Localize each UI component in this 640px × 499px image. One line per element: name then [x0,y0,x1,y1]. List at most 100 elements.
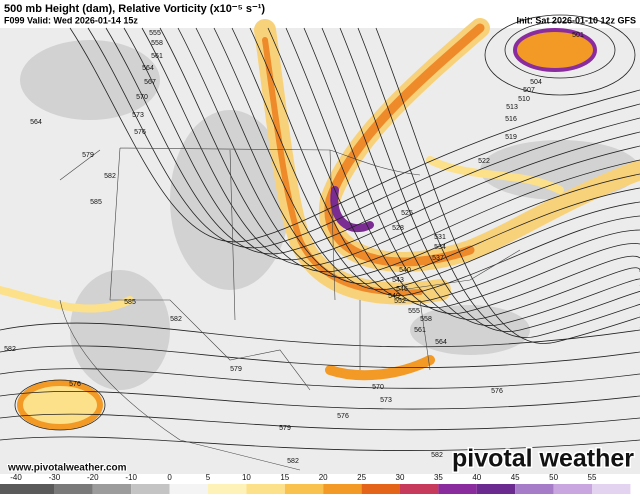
contour-label: 519 [505,134,517,141]
contour-label: 570 [136,94,148,101]
contour-label: 570 [372,384,384,391]
colorbar-segment [92,484,132,494]
colorbar-segment [515,484,554,494]
contour-label: 507 [523,87,535,94]
contour-label: 576 [337,413,349,420]
vorticity-positive [0,18,640,430]
contour-label: 531 [434,234,446,241]
colorbar-label: 20 [319,473,328,482]
contour-line [14,379,106,431]
contour-label: 585 [124,299,136,306]
contour-label: 585 [90,199,102,206]
colorbar-label: 40 [472,473,481,482]
colorbar-label: 0 [167,473,172,482]
colorbar-label: 45 [511,473,520,482]
contour-label: 549 [388,293,400,300]
colorbar-segment [323,484,362,494]
colorbar-label: 30 [396,473,405,482]
contour-label: 579 [82,152,94,159]
contour-label: 564 [435,339,447,346]
contour-label: 510 [518,96,530,103]
contour-label: 582 [431,452,443,459]
contour-label: 525 [401,210,413,217]
contour-label: 561 [151,53,163,60]
contour-label: 582 [4,346,16,353]
contour-label: 558 [151,40,163,47]
height-contours [0,14,640,451]
contour-label: 564 [142,65,154,72]
colorbar-segment [54,484,93,494]
colorbar-segment [361,484,400,494]
contour-label: 573 [380,397,392,404]
contour-line [484,14,636,96]
contour-label: 567 [144,79,156,86]
colorbar-label: 5 [206,473,211,482]
contour-line [339,27,640,332]
contour-label: 513 [506,104,518,111]
contour-line [69,27,640,243]
contour-label: 573 [132,112,144,119]
colorbar-segment [208,484,247,494]
colorbar-label: -10 [125,473,137,482]
contour-label: 528 [392,225,404,232]
contour-line [357,27,640,338]
contour-label: 582 [104,173,116,180]
contour-line [177,27,640,279]
contour-label: 516 [505,116,517,123]
colorbar-label: 15 [280,473,289,482]
colorbar-segment [169,484,208,494]
colorbar-segment [592,484,631,494]
logo: pivotal weather [452,445,634,473]
colorbar-label: -40 [10,473,22,482]
contour-label: 540 [399,267,411,274]
colorbar-segment [131,484,170,494]
contour-label: 576 [134,129,146,136]
contour-line [0,390,640,410]
contour-labels: 5555585615645675705735765795825855855825… [4,30,584,465]
contour-line [87,27,640,249]
contour-label: 501 [572,32,584,39]
colorbar-label: -20 [87,473,99,482]
contour-line [195,27,640,285]
contour-line [0,436,640,451]
contour-line [321,27,640,326]
contour-label: 579 [230,366,242,373]
contour-label: 543 [392,277,404,284]
contour-label: 504 [530,79,542,86]
colorbar-label: 25 [357,473,366,482]
colorbar-segment [0,484,55,494]
contour-label: 537 [432,255,444,262]
contour-label: 564 [30,119,42,126]
contour-label: 555 [408,308,420,315]
borders [59,147,521,471]
init-time: Init: Sat 2026-01-10 12z GFS [516,15,636,25]
colorbar: -40 -30 -20 -10 0 5 10 15 20 25 30 35 40 45 50 55 [0,473,631,494]
contour-label: 558 [420,316,432,323]
title: 500 mb Height (dam), Relative Vorticity … [4,3,265,15]
colorbar-label: 10 [242,473,251,482]
colorbar-label: 55 [588,473,597,482]
colorbar-segment [284,484,324,494]
map: 5555585615645675705735765795825855855825… [0,14,640,474]
contour-line [285,27,640,314]
colorbar-segment [246,484,285,494]
contour-line [0,322,640,348]
contour-label: 555 [149,30,161,37]
contour-line [0,345,640,368]
contour-line [504,21,616,79]
contour-label: 576 [69,381,81,388]
contour-label: 582 [287,458,299,465]
contour-line [123,27,640,261]
contour-line [159,27,640,273]
colorbar-label: -30 [49,473,61,482]
contour-label: 534 [434,244,446,251]
contour-line [213,27,640,291]
contour-label: 561 [414,327,426,334]
contour-line [105,27,640,255]
colorbar-segment [400,484,439,494]
contour-label: 582 [170,316,182,323]
colorbar-segment [438,484,477,494]
url: www.pivotalweather.com [7,463,127,474]
colorbar-segment [553,484,592,494]
